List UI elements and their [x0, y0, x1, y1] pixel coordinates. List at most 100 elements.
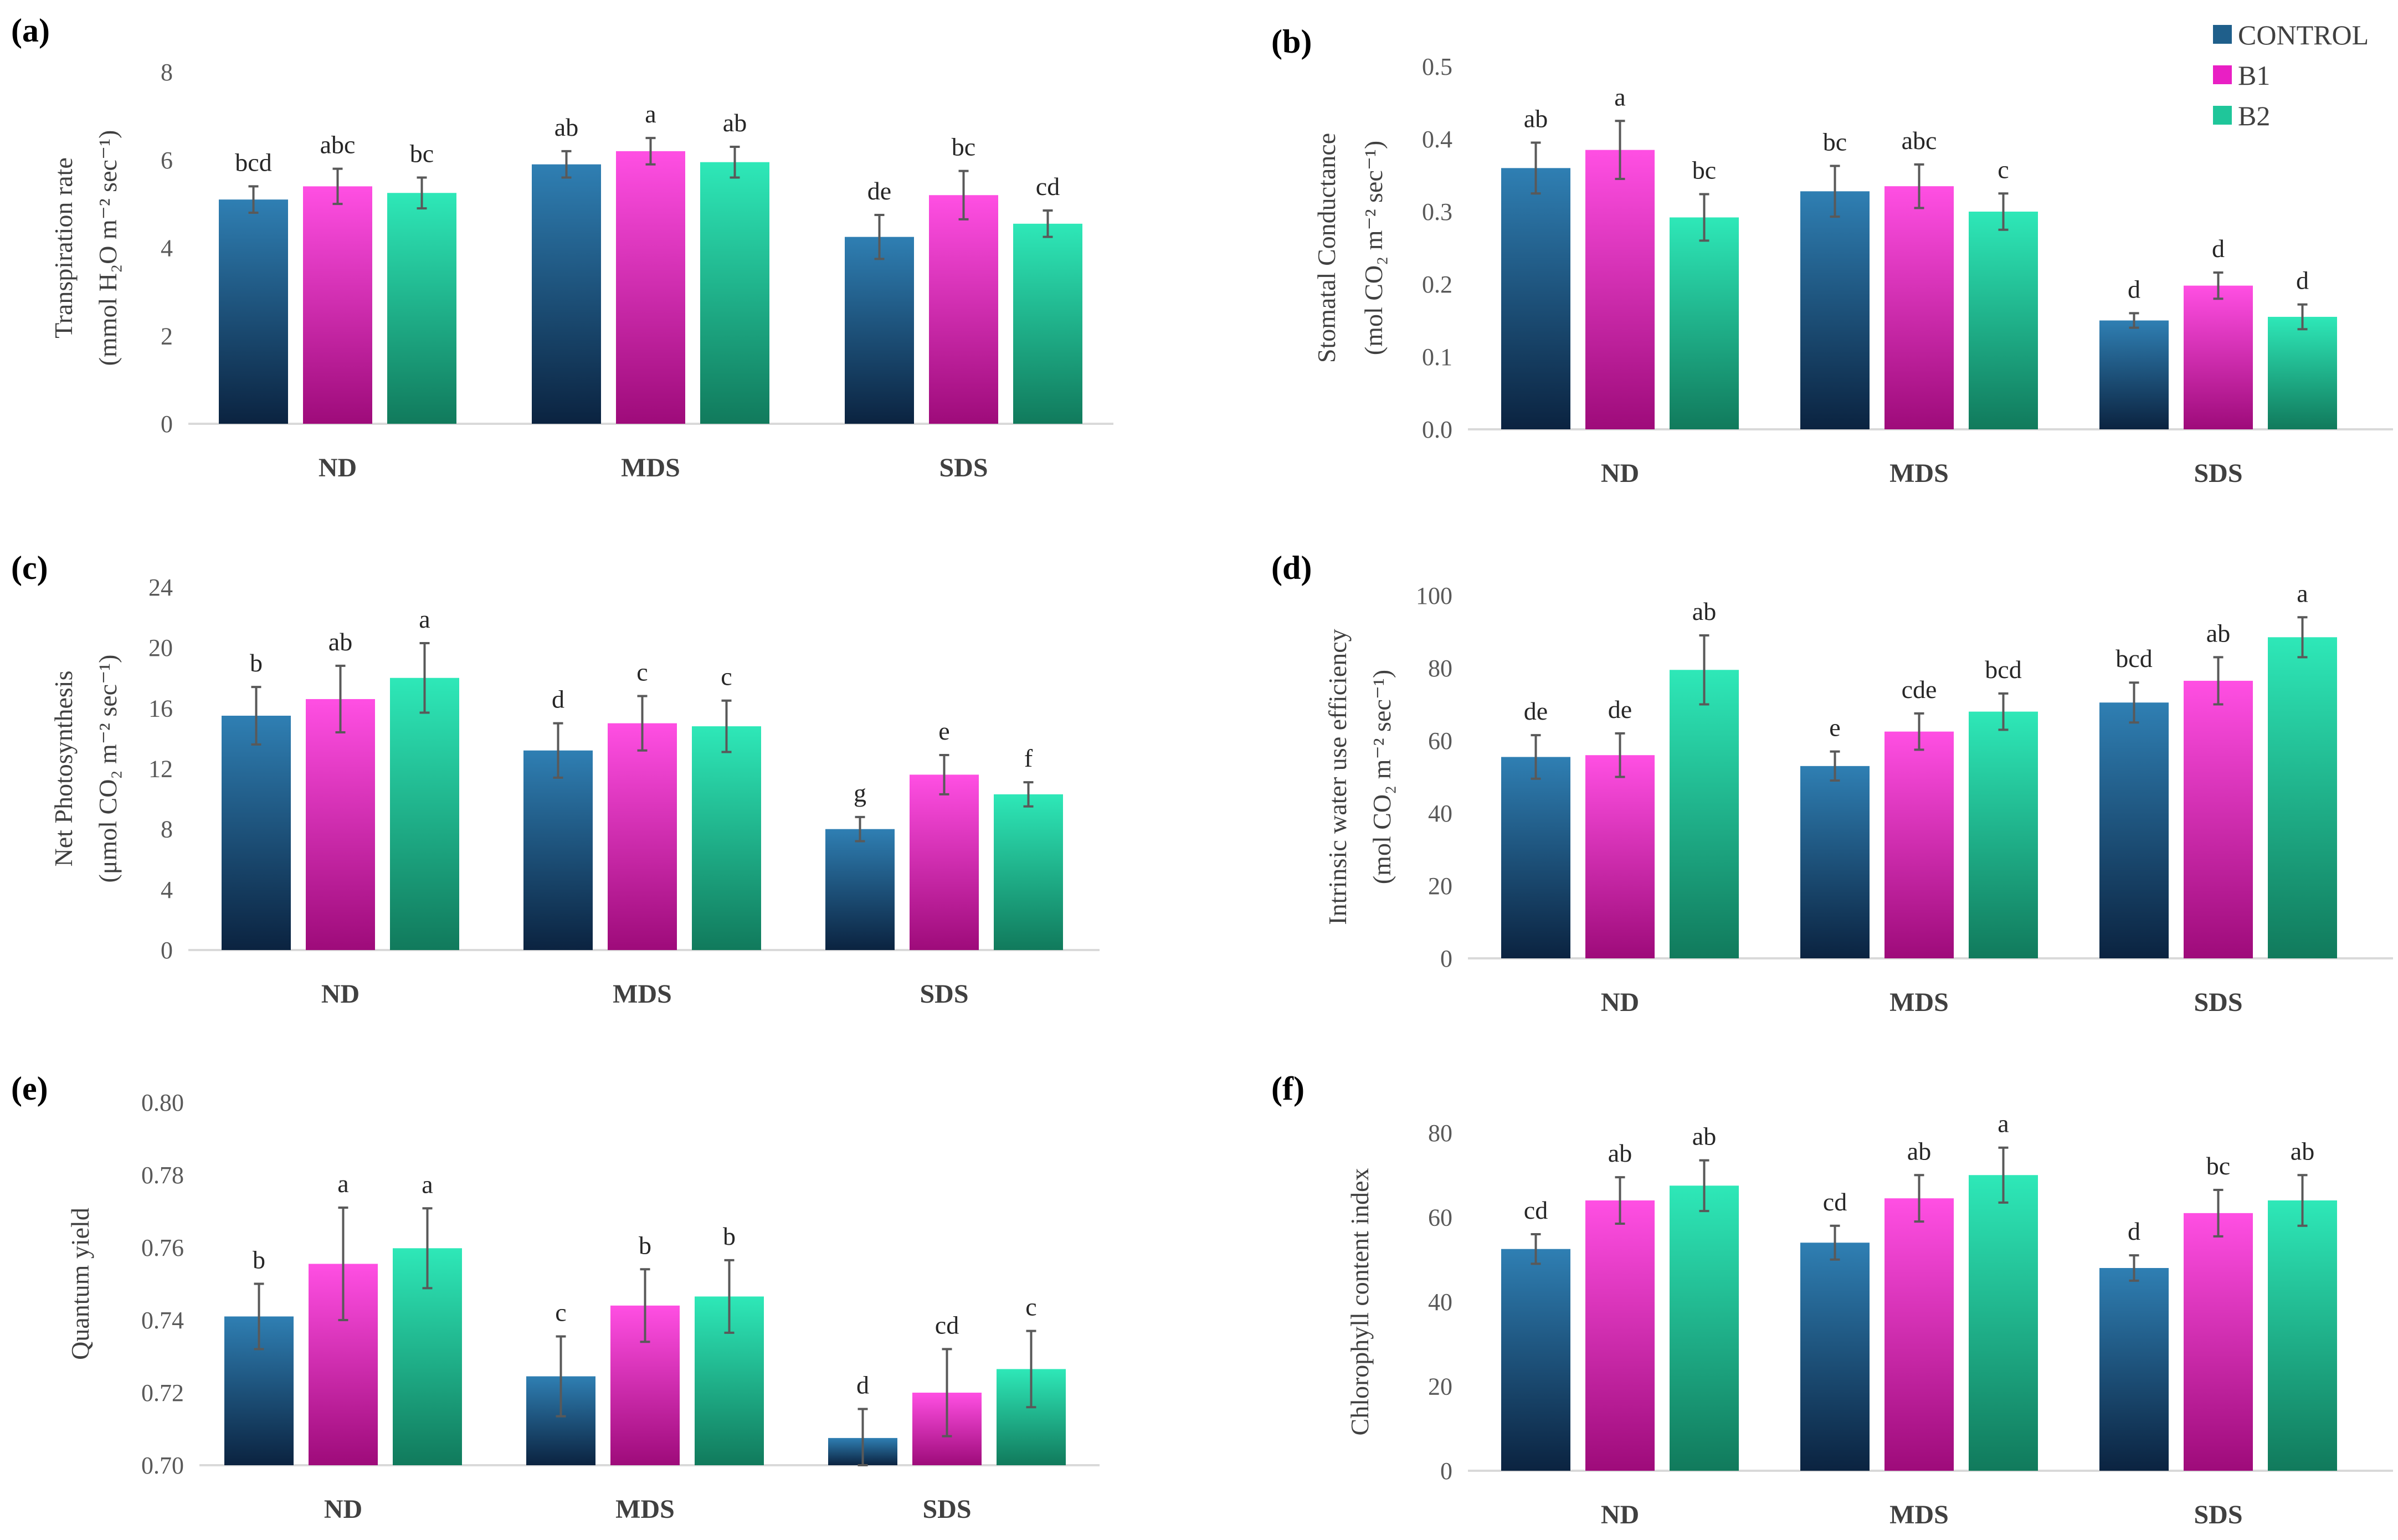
y-tick-label: 12: [148, 756, 173, 783]
bar-b1-mds: [1884, 1198, 1954, 1471]
bar-b2-mds: [1969, 212, 2038, 429]
bar-control-sds: [825, 829, 895, 950]
significance-letter: ab: [1608, 1139, 1632, 1167]
y-tick-label: 24: [148, 574, 173, 601]
significance-letter: abc: [320, 131, 356, 159]
significance-letter: a: [1614, 83, 1625, 111]
significance-letter: cd: [1524, 1196, 1548, 1224]
bar-b1-sds: [2184, 1213, 2253, 1471]
significance-letter: d: [2212, 234, 2225, 263]
x-category-label: MDS: [621, 453, 680, 482]
significance-letter: e: [938, 717, 949, 745]
y-tick-label: 0.80: [141, 1089, 184, 1116]
significance-letter: d: [552, 685, 564, 713]
significance-letter: ab: [1907, 1137, 1931, 1165]
x-category-label: SDS: [2194, 1500, 2242, 1529]
x-category-label: SDS: [2194, 988, 2242, 1017]
bar-b2-sds: [2268, 316, 2337, 429]
significance-letter: c: [721, 663, 732, 691]
significance-letter: e: [1829, 713, 1840, 742]
bar-b1-mds: [608, 723, 677, 950]
significance-letter: de: [867, 177, 891, 205]
bar-control-mds: [1800, 766, 1870, 958]
significance-letter: a: [2297, 579, 2308, 607]
panel-label: (c): [11, 550, 48, 586]
y-axis-title: Transpiration rate: [49, 157, 78, 338]
significance-letter: a: [645, 100, 656, 128]
y-axis-title-units: (mol CO₂ m⁻² sec⁻¹): [1368, 670, 1396, 884]
x-category-label: MDS: [613, 979, 672, 1009]
significance-letter: ab: [2206, 619, 2230, 647]
y-tick-label: 0.76: [141, 1234, 184, 1261]
y-tick-label: 40: [1428, 1289, 1452, 1316]
panel-label: (a): [11, 12, 50, 49]
bar-b1-mds: [1884, 186, 1954, 429]
legend-swatch-b2: [2213, 106, 2232, 125]
significance-letter: ab: [723, 109, 747, 137]
y-tick-label: 4: [161, 235, 173, 262]
y-tick-label: 100: [1416, 582, 1452, 609]
y-tick-label: 80: [1428, 655, 1452, 682]
x-category-label: ND: [1601, 459, 1639, 488]
bar-control-sds: [2099, 1268, 2169, 1471]
y-tick-label: 0.1: [1422, 343, 1452, 371]
significance-letter: bc: [1823, 127, 1847, 156]
significance-letter: d: [2128, 275, 2140, 303]
x-category-label: SDS: [2194, 459, 2242, 488]
legend-swatch-control: [2213, 25, 2232, 44]
bar-control-mds: [1800, 191, 1870, 429]
bar-b1-sds: [929, 195, 998, 424]
bar-b2-sds: [994, 794, 1063, 950]
significance-letter: de: [1524, 697, 1548, 725]
legend-swatch-b1: [2213, 65, 2232, 84]
significance-letter: b: [253, 1246, 265, 1274]
bar-b1-sds: [910, 774, 979, 950]
panel-label: (e): [11, 1070, 48, 1107]
significance-letter: c: [1998, 155, 2009, 183]
y-tick-label: 0.70: [141, 1452, 184, 1479]
y-tick-label: 16: [148, 695, 173, 722]
bar-control-mds: [532, 164, 601, 424]
bar-control-sds: [2099, 702, 2169, 958]
significance-letter: bcd: [2115, 644, 2152, 673]
bar-b1-mds: [1884, 731, 1954, 958]
y-tick-label: 0: [1440, 945, 1452, 972]
significance-letter: b: [723, 1222, 736, 1250]
y-tick-label: 8: [161, 59, 173, 86]
significance-letter: bc: [2206, 1152, 2230, 1180]
panel-label: (d): [1271, 550, 1312, 586]
significance-letter: b: [639, 1231, 651, 1259]
panel-c: (c) 0 4 8 12 16 20 24 Net Photosynthesis (μmol CO…: [11, 550, 1100, 1009]
significance-letter: a: [1998, 1110, 2009, 1138]
panel-e: (e) 0.70 0.72 0.74 0.76 0.78 0.80 Quantum yield…: [11, 1070, 1100, 1524]
panel-f: (f) 0 20 40 60 80 Chlorophyll content index cd a…: [1271, 1070, 2393, 1529]
y-tick-label: 20: [1428, 1373, 1452, 1400]
significance-letter: c: [636, 658, 648, 686]
panel-d: (d) 0 20 40 60 80 100 Intrinsic water use effic…: [1271, 550, 2393, 1017]
x-category-label: MDS: [1889, 1500, 1949, 1529]
y-tick-label: 60: [1428, 727, 1452, 754]
significance-letter: a: [337, 1169, 348, 1198]
legend-label-b1: B1: [2238, 60, 2270, 91]
y-tick-label: 8: [161, 816, 173, 843]
legend-label-control: CONTROL: [2238, 19, 2369, 50]
y-tick-label: 0: [1440, 1457, 1452, 1485]
significance-letter: ab: [1692, 597, 1716, 625]
bar-control-nd: [222, 715, 291, 950]
significance-letter: b: [250, 649, 263, 677]
y-tick-label: 20: [148, 634, 173, 661]
x-category-label: ND: [319, 453, 357, 482]
y-tick-label: 0: [161, 410, 173, 438]
y-tick-label: 0.0: [1422, 416, 1452, 443]
significance-letter: bc: [952, 133, 975, 161]
bar-control-nd: [1501, 757, 1570, 958]
x-category-label: SDS: [920, 979, 968, 1009]
significance-letter: bc: [1692, 156, 1716, 184]
significance-letter: ab: [1524, 105, 1548, 133]
bar-b1-nd: [306, 699, 375, 950]
significance-letter: ab: [2291, 1137, 2314, 1165]
y-axis-title-units: (μmol CO₂ m⁻² sec⁻¹): [94, 655, 122, 883]
significance-letter: bc: [410, 140, 434, 168]
significance-letter: ab: [1692, 1122, 1716, 1151]
